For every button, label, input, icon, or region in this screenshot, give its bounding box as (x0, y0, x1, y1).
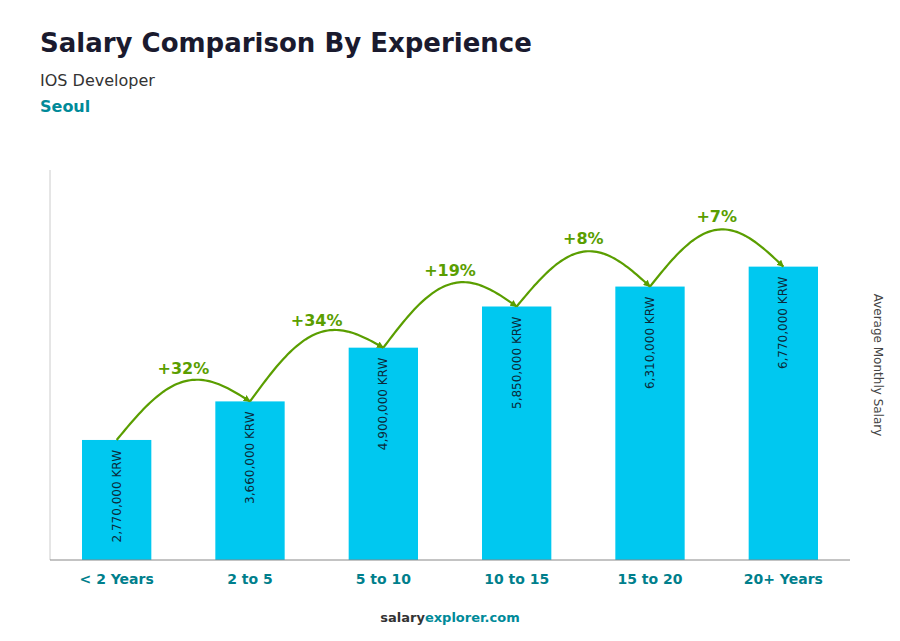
chart: Salary Comparison By Experience IOS Devel… (0, 0, 900, 641)
watermark-part: salary (380, 610, 425, 625)
chart-container: Salary Comparison By Experience IOS Devel… (0, 0, 900, 641)
change-label: +34% (291, 311, 343, 330)
title: Salary Comparison By Experience (40, 28, 532, 58)
x-tick-label: 20+ Years (744, 571, 823, 587)
change-label: +7% (696, 207, 737, 226)
change-arrow (383, 282, 516, 348)
value-label: 6,310,000 KRW (643, 296, 657, 389)
value-label: 6,770,000 KRW (776, 277, 790, 370)
x-tick-label: < 2 Years (80, 571, 154, 587)
watermark-part: explorer.com (425, 610, 520, 625)
x-axis-line (50, 560, 850, 561)
subtitle: Seoul (40, 97, 90, 116)
change-arrow (517, 251, 650, 306)
subtitle: IOS Developer (40, 71, 155, 90)
x-tick-label: 2 to 5 (227, 571, 273, 587)
x-tick-label: 5 to 10 (356, 571, 412, 587)
bar (349, 348, 418, 560)
bar (749, 267, 818, 560)
change-arrow (250, 330, 383, 401)
x-tick-label: 15 to 20 (617, 571, 682, 587)
bar (482, 307, 551, 561)
value-label: 5,850,000 KRW (510, 316, 524, 409)
bars (82, 267, 818, 560)
bar (615, 287, 684, 560)
watermark: salaryexplorer.com (380, 610, 519, 625)
change-label: +19% (424, 261, 476, 280)
change-arrow (650, 229, 783, 286)
change-label: +8% (563, 229, 604, 248)
bar (82, 440, 151, 560)
value-label: 2,770,000 KRW (110, 450, 124, 543)
x-tick-label: 10 to 15 (484, 571, 549, 587)
value-label: 3,660,000 KRW (243, 411, 257, 504)
change-arrow (117, 380, 250, 440)
y-axis-label: Average Monthly Salary (871, 294, 885, 437)
y-axis-line (50, 170, 51, 560)
value-label: 4,900,000 KRW (376, 358, 390, 451)
change-label: +32% (157, 359, 209, 378)
bar (215, 401, 284, 560)
